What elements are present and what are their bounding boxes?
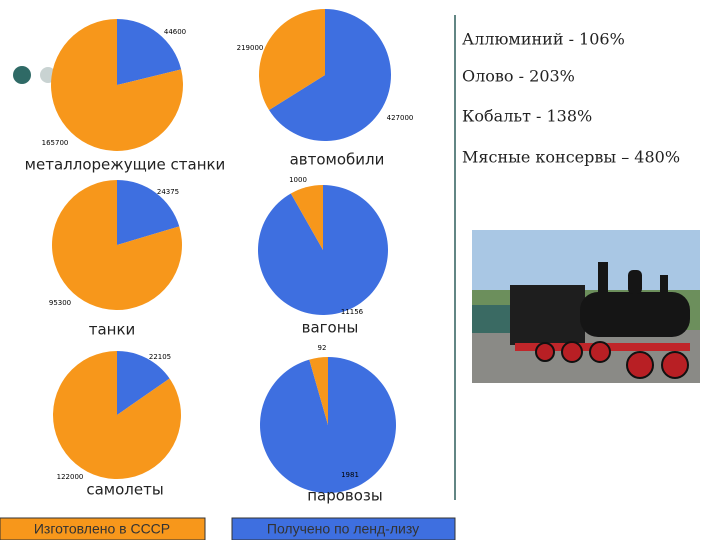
pie-slice [117,180,180,245]
note: Мясные консервы – 480% [462,148,680,167]
value-label: 24375 [157,188,179,196]
chart-title: паровозы [307,487,383,505]
value-label: 11156 [341,308,364,316]
pie-slice [309,357,328,425]
value-label: 165700 [42,139,69,147]
pie-slice [51,180,183,310]
chart-title: автомобили [290,151,385,169]
photo [472,230,700,383]
pie-slice [290,185,323,250]
chart-title: металлорежущие станки [25,156,226,174]
pie-slice [53,351,181,479]
chart-title: вагоны [302,319,359,337]
value-label: 1981 [341,471,359,479]
pie-slice [117,351,170,415]
pie-slice [259,9,325,111]
pie-slice [269,9,391,142]
value-label: 44600 [164,28,186,36]
legend-swatch [0,517,206,540]
decor-dot [13,66,31,84]
note: Олово - 203% [462,67,575,86]
value-label: 92 [318,344,327,352]
value-label: 22105 [149,353,171,361]
pie-slice [117,19,182,85]
legend-swatch [231,517,456,540]
pie-slice [260,356,397,494]
legend-label: Получено по ленд-лизу [267,521,419,537]
legend-label: Изготовлено в СССР [34,521,170,537]
note: Аллюминий - 106% [462,30,625,49]
note: Кобальт - 138% [462,107,592,126]
pie-slice [51,19,183,151]
value-label: 1000 [289,176,307,184]
chart-title: самолеты [86,481,163,499]
value-label: 122000 [57,473,84,481]
value-label: 219000 [237,44,264,52]
value-label: 95300 [49,299,71,307]
chart-title: танки [89,321,136,339]
value-label: 427000 [387,114,414,122]
